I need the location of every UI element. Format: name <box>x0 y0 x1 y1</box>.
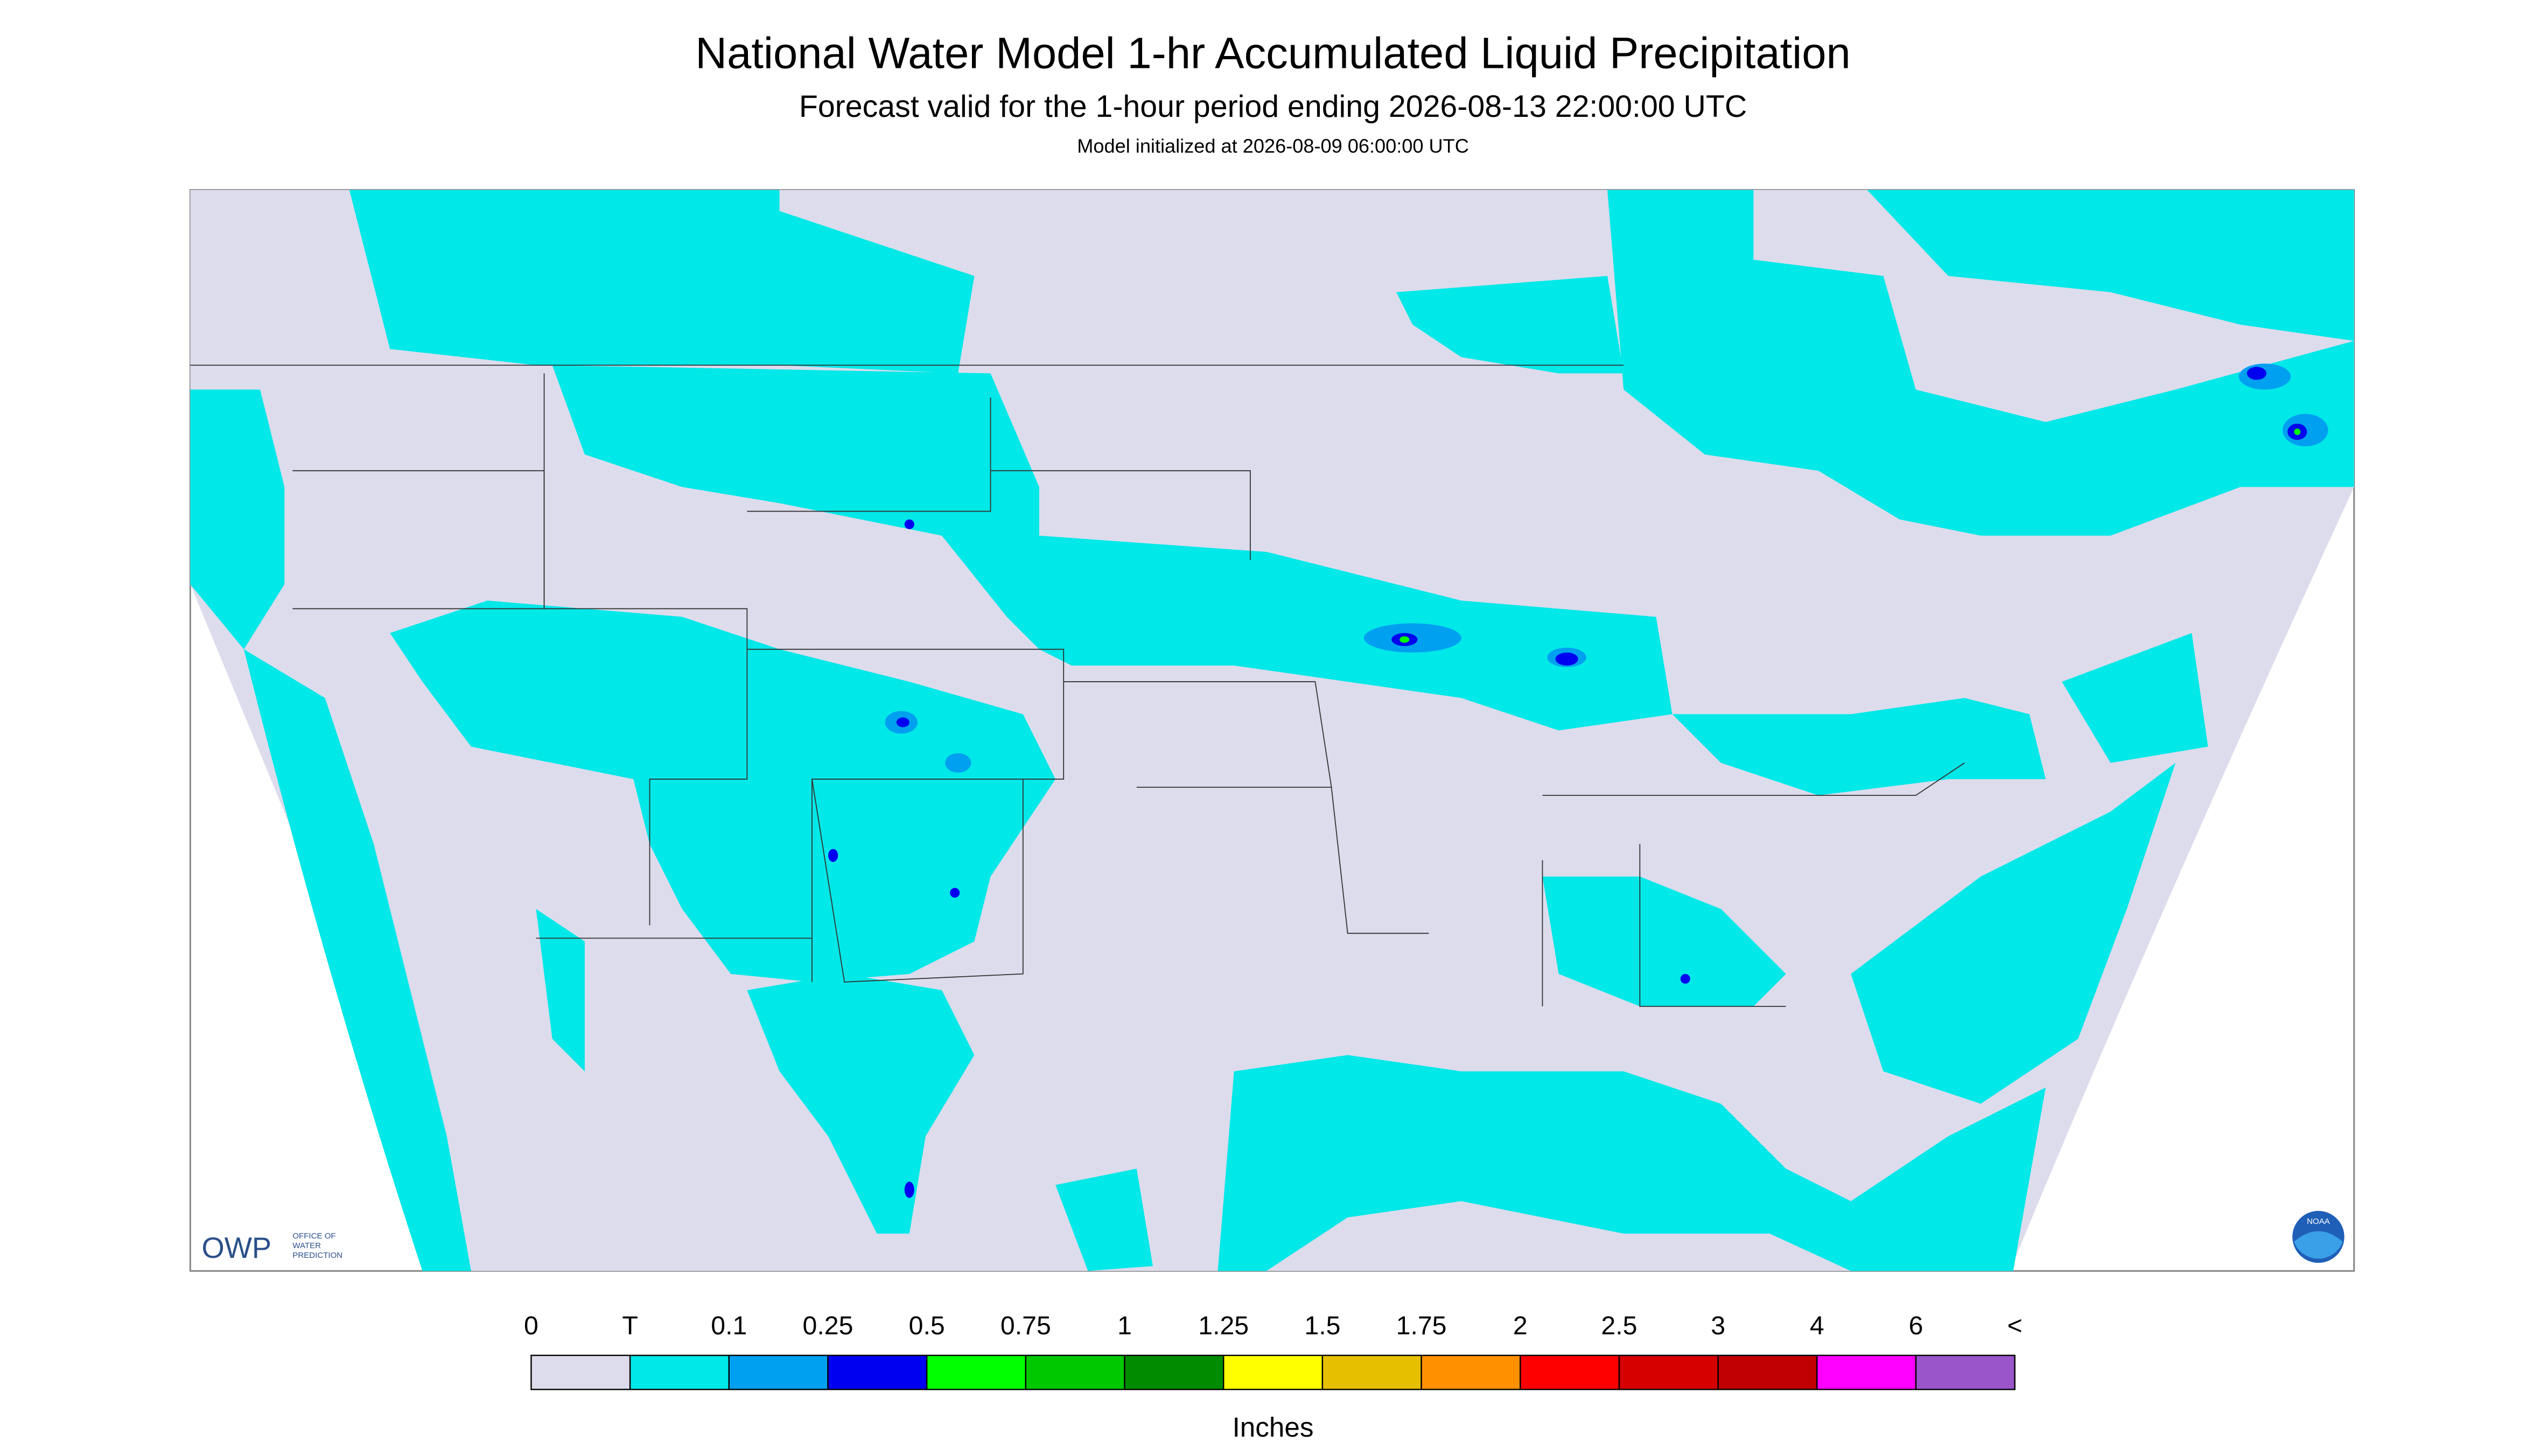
legend-swatch <box>1520 1354 1620 1390</box>
legend-swatch <box>1618 1354 1719 1390</box>
legend-label: 0.25 <box>803 1311 853 1340</box>
legend-swatch <box>1025 1354 1125 1390</box>
legend-swatch <box>1124 1354 1224 1390</box>
subtitle: Forecast valid for the 1-hour period end… <box>799 89 1747 124</box>
legend-label: 2 <box>1513 1311 1528 1340</box>
owp-name: OFFICE OF <box>292 1231 335 1241</box>
legend-swatch <box>1321 1354 1422 1390</box>
legend-swatch <box>1717 1354 1818 1390</box>
legend-swatch <box>1223 1354 1324 1390</box>
legend-swatch <box>728 1354 829 1390</box>
legend-label: T <box>622 1311 638 1340</box>
owp-name: WATER <box>292 1241 321 1250</box>
legend-swatch <box>827 1354 928 1390</box>
legend-label: 6 <box>1909 1311 1923 1340</box>
legend-label: 0.5 <box>909 1311 945 1340</box>
legend-label: 1.75 <box>1396 1311 1447 1340</box>
title: National Water Model 1-hr Accumulated Li… <box>695 29 1850 78</box>
legend-label: 2.5 <box>1601 1311 1637 1340</box>
legend-label: 0.1 <box>711 1311 747 1340</box>
noaa-text: NOAA <box>2307 1217 2331 1226</box>
legend-label: 1 <box>1117 1311 1132 1340</box>
boundaries <box>190 365 1965 1007</box>
legend-label: 0.75 <box>1000 1311 1051 1340</box>
legend-unit: Inches <box>1233 1412 1314 1443</box>
legend-label: 0 <box>524 1311 538 1340</box>
legend-swatch <box>629 1354 730 1390</box>
precip-moderate <box>828 367 2307 1198</box>
noaa-logo-wave <box>2294 1231 2343 1259</box>
legend: 0 T 0.1 0.25 0.5 0.75 1 1.25 1.5 1.75 2 2.5 3 4 6 < <box>524 1311 2023 1390</box>
init-time: Model initialized at 2026-08-09 06:00:00… <box>1077 135 1469 157</box>
legend-label: 1.25 <box>1198 1311 1249 1340</box>
owp-logo: OWP <box>201 1232 271 1264</box>
legend-label: 4 <box>1810 1311 1824 1340</box>
owp-name: PREDICTION <box>292 1251 342 1260</box>
legend-label: 3 <box>1711 1311 1725 1340</box>
legend-swatch <box>1816 1354 1917 1390</box>
legend-swatch <box>926 1354 1027 1390</box>
legend-label: < <box>2007 1311 2023 1340</box>
legend-swatch <box>530 1354 631 1390</box>
legend-label: 1.5 <box>1304 1311 1340 1340</box>
map: OWP OFFICE OF WATER PREDICTION NOAA <box>189 189 2355 1272</box>
precip-heavy <box>1400 428 2301 643</box>
legend-swatch <box>1421 1354 1521 1390</box>
legend-swatch <box>1915 1354 2016 1390</box>
